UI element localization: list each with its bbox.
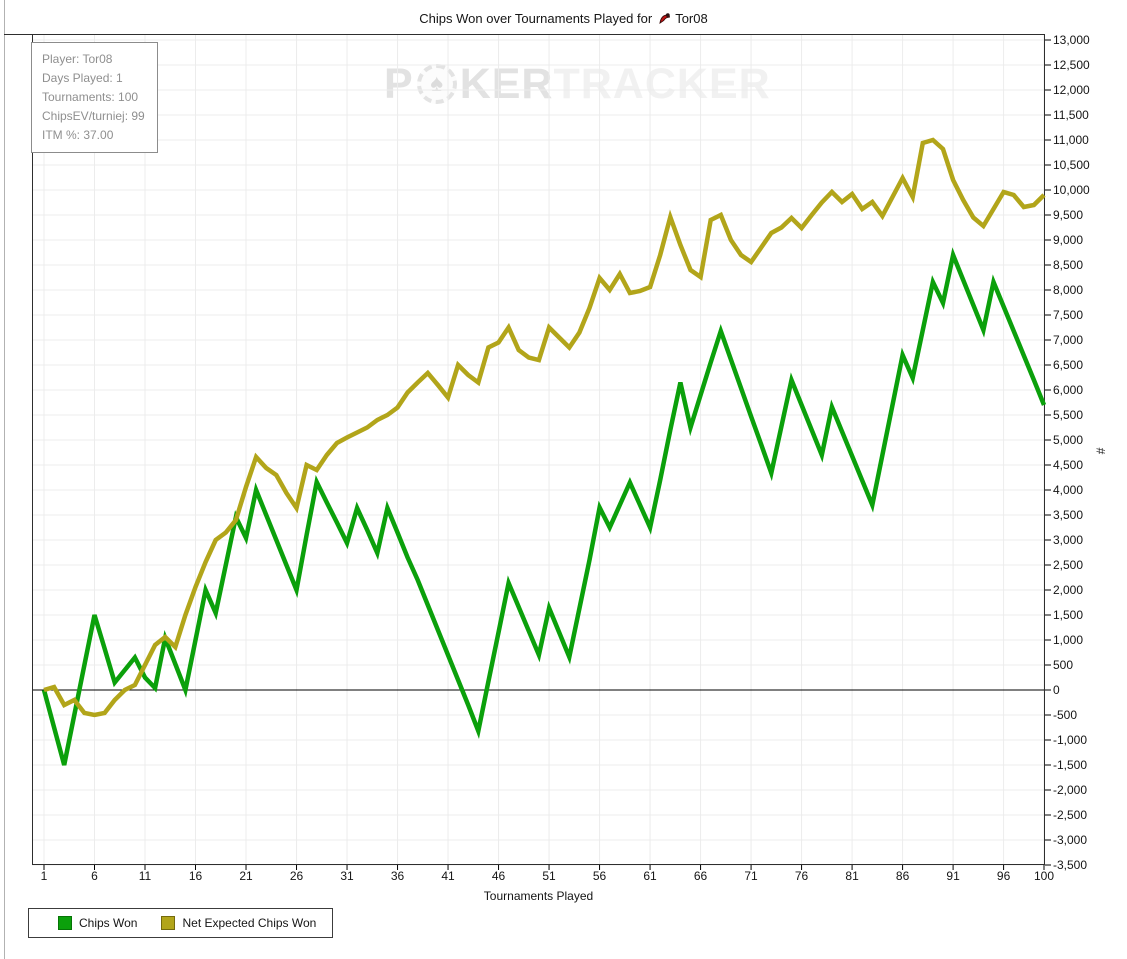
y-tick-label: 12,500 [1053,58,1090,72]
x-tick-label: 1 [40,869,48,883]
y-tick-label: 9,500 [1053,208,1084,222]
legend: Chips Won Net Expected Chips Won [28,908,334,938]
chart-title: Chips Won over Tournaments Played for Tor… [0,11,1127,28]
series-line-0 [41,247,1047,766]
watermark-p: P [384,60,414,108]
y-tick-label: 4,500 [1053,458,1084,472]
x-tick-label: 21 [239,869,253,883]
legend-swatch [161,916,176,930]
y-tick-label: 9,000 [1053,233,1084,247]
legend-swatch [58,916,72,930]
x-tick-label: 56 [592,869,607,883]
y-tick-label: 3,000 [1053,533,1084,547]
x-tick-label: 96 [996,869,1011,883]
info-line: Player: Tor08 [42,52,113,66]
y-tick-label: 4,000 [1053,483,1084,497]
legend-item: Chips Won [58,916,137,930]
y-tick-label: 12,000 [1053,83,1090,97]
x-tick-label: 46 [491,869,506,883]
chart-title-player: Tor08 [675,11,708,26]
y-tick-label: 7,000 [1053,333,1084,347]
y-tick-label: 10,500 [1053,158,1090,172]
x-tick-label: 31 [340,869,354,883]
x-tick-label: 61 [643,869,657,883]
x-tick-label: 81 [845,869,859,883]
y-tick-label: 10,000 [1053,183,1090,197]
y-tick-label: 11,500 [1053,108,1089,122]
y-tick-label: -1,000 [1053,733,1088,747]
y-tick-label: -500 [1053,708,1078,722]
info-line: Days Played: 1 [42,71,123,85]
x-tick-label: 36 [390,869,405,883]
y-tick-label: 2,500 [1053,558,1084,572]
x-tick-label: 100 [1033,869,1055,883]
player-info-box: Player: Tor08 Days Played: 1 Tournaments: … [31,42,158,153]
y-tick-label: -2,500 [1053,808,1088,822]
x-tick-label: 91 [946,869,960,883]
x-tick-label: 51 [542,869,556,883]
legend-item: Net Expected Chips Won [161,916,316,930]
poker-chip-spade-icon: ♠ [416,64,457,104]
chart-title-text: Chips Won over Tournaments Played for [419,11,653,26]
y-tick-label: 2,000 [1053,583,1084,597]
x-tick-label: 6 [91,869,98,883]
y-tick-label: 3,500 [1053,508,1084,522]
player-icon [658,12,671,28]
info-line: ChipsEV/turniej: 99 [42,109,145,123]
y-tick-label: 1,500 [1053,608,1084,622]
x-tick-label: 71 [744,869,758,883]
y-tick-label: 6,000 [1053,383,1084,397]
legend-label: Chips Won [79,916,138,930]
watermark-ker: KER [459,60,554,108]
y-tick-label: 1,000 [1053,633,1084,647]
y-tick-label: 8,000 [1053,283,1084,297]
info-line: ITM %: 37.00 [42,128,114,142]
y-tick-label: 6,500 [1053,358,1084,372]
y-tick-label: 0 [1053,683,1060,697]
chart-plot [32,34,1051,870]
watermark: P ♠ KER TRACKER [384,62,771,106]
y-tick-label: -3,000 [1053,833,1088,847]
y-axis-title: # [1093,447,1108,455]
y-tick-label: 8,500 [1053,258,1084,272]
series-line-1 [43,137,1046,718]
x-tick-label: 86 [895,869,910,883]
y-tick-label: -1,500 [1053,758,1088,772]
info-line: Tournaments: 100 [42,90,139,104]
watermark-tracker: TRACKER [553,60,771,108]
y-tick-label: 7,500 [1053,308,1084,322]
x-tick-label: 41 [441,869,455,883]
legend-label: Net Expected Chips Won [182,916,317,930]
x-tick-label: 66 [693,869,708,883]
y-tick-label: 11,000 [1053,133,1089,147]
x-axis-title: Tournaments Played [483,889,594,903]
y-tick-label: 13,000 [1053,33,1090,47]
x-tick-label: 16 [188,869,203,883]
x-tick-label: 11 [138,869,152,883]
window-left-border [4,0,5,959]
x-tick-label: 76 [794,869,809,883]
y-tick-label: -3,500 [1053,858,1088,872]
plot-border [32,34,1045,865]
x-tick-label: 26 [289,869,304,883]
y-tick-label: 5,500 [1053,408,1084,422]
y-tick-label: 5,000 [1053,433,1084,447]
y-tick-label: 500 [1053,658,1074,672]
y-tick-label: -2,000 [1053,783,1088,797]
